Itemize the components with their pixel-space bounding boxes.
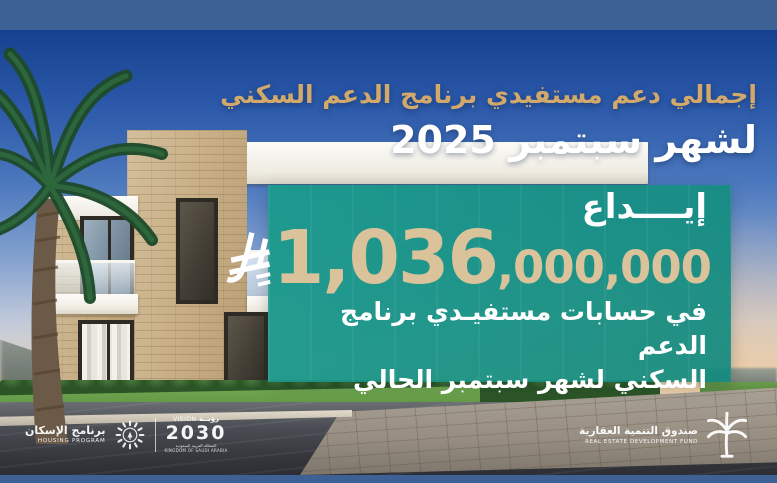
redf-name-ar: صندوق التنمية العقارية [579, 424, 698, 437]
vision-2030-logo: VISION رؤيــة 2030 المملكة العربية السعو… [164, 415, 228, 454]
housing-program-name-en: HOUSING PROGRAM [37, 438, 106, 444]
deposit-panel: إيــــداع 1,036 ,000,000 [226, 185, 731, 394]
housing-program-lockup: برنامج الإسكان HOUSING PROGRAM [25, 415, 228, 454]
top-letterbox-bar [0, 0, 777, 30]
villa-photo-scene: إجمالي دعم مستفيدي برنامج الدعم السكني ل… [0, 30, 777, 475]
deposit-description: في حسابات مستفيـدي برنامج الدعم السكني ل… [268, 295, 707, 397]
house-floor-slab [38, 294, 138, 314]
vision-word-en: VISION [172, 416, 197, 423]
headline-month: لشهر سبتمبر 2025 [390, 118, 757, 162]
redf-palm-icon [706, 412, 748, 458]
vision-word-ar: رؤيــة [199, 415, 220, 423]
house-roof-slab [232, 142, 648, 184]
tower-upper-window [176, 198, 218, 304]
vision-year: 2030 [165, 422, 227, 444]
palm-tree [0, 47, 168, 444]
logo-divider [154, 417, 156, 452]
deposit-amount: 1,036 ,000,000 [225, 215, 712, 301]
bottom-letterbox-bar [0, 475, 777, 483]
redf-lockup: صندوق التنمية العقارية REAL ESTATE DEVEL… [579, 412, 749, 458]
deposit-label: إيــــداع [581, 187, 707, 227]
deposit-description-line2: السكني لشهر سبتمبر الحالي [353, 365, 707, 394]
house-floor-slab-right [247, 296, 271, 316]
redf-name-en: REAL ESTATE DEVELOPMENT FUND [585, 438, 698, 445]
vision-kingdom-ar: المملكة العربية السعودية [175, 443, 217, 448]
saudi-riyal-symbol-icon [226, 232, 271, 287]
housing-program-emblem-icon [115, 420, 144, 449]
vision-kingdom-en: KINGDOM OF SAUDI ARABIA [164, 448, 228, 453]
amount-billions: 1,036 [272, 215, 499, 301]
amount-millions: ,000,000 [496, 241, 712, 294]
deposit-description-line1: في حسابات مستفيـدي برنامج الدعم [340, 297, 707, 360]
housing-program-name-ar: برنامج الإسكان [25, 424, 106, 437]
headline-gold: إجمالي دعم مستفيدي برنامج الدعم السكني [220, 80, 757, 109]
